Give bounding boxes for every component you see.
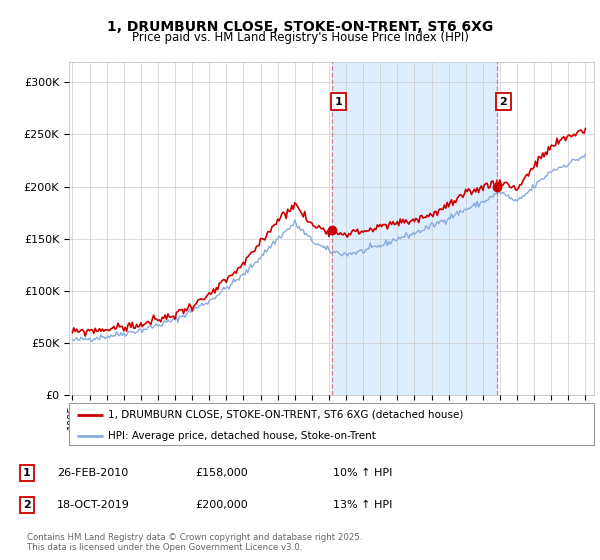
Text: Contains HM Land Registry data © Crown copyright and database right 2025.: Contains HM Land Registry data © Crown c… <box>27 533 362 542</box>
Text: 26-FEB-2010: 26-FEB-2010 <box>57 468 128 478</box>
Text: 2: 2 <box>499 96 507 106</box>
Text: 1: 1 <box>23 468 31 478</box>
Text: 13% ↑ HPI: 13% ↑ HPI <box>333 500 392 510</box>
Text: £158,000: £158,000 <box>195 468 248 478</box>
Text: HPI: Average price, detached house, Stoke-on-Trent: HPI: Average price, detached house, Stok… <box>109 431 376 441</box>
Text: 10% ↑ HPI: 10% ↑ HPI <box>333 468 392 478</box>
Text: 1, DRUMBURN CLOSE, STOKE-ON-TRENT, ST6 6XG (detached house): 1, DRUMBURN CLOSE, STOKE-ON-TRENT, ST6 6… <box>109 410 464 420</box>
Text: 18-OCT-2019: 18-OCT-2019 <box>57 500 130 510</box>
Text: This data is licensed under the Open Government Licence v3.0.: This data is licensed under the Open Gov… <box>27 543 302 552</box>
Text: Price paid vs. HM Land Registry's House Price Index (HPI): Price paid vs. HM Land Registry's House … <box>131 31 469 44</box>
Text: 1: 1 <box>334 96 342 106</box>
Text: £200,000: £200,000 <box>195 500 248 510</box>
Text: 1, DRUMBURN CLOSE, STOKE-ON-TRENT, ST6 6XG: 1, DRUMBURN CLOSE, STOKE-ON-TRENT, ST6 6… <box>107 20 493 34</box>
Bar <box>332 62 497 395</box>
Text: 2: 2 <box>23 500 31 510</box>
